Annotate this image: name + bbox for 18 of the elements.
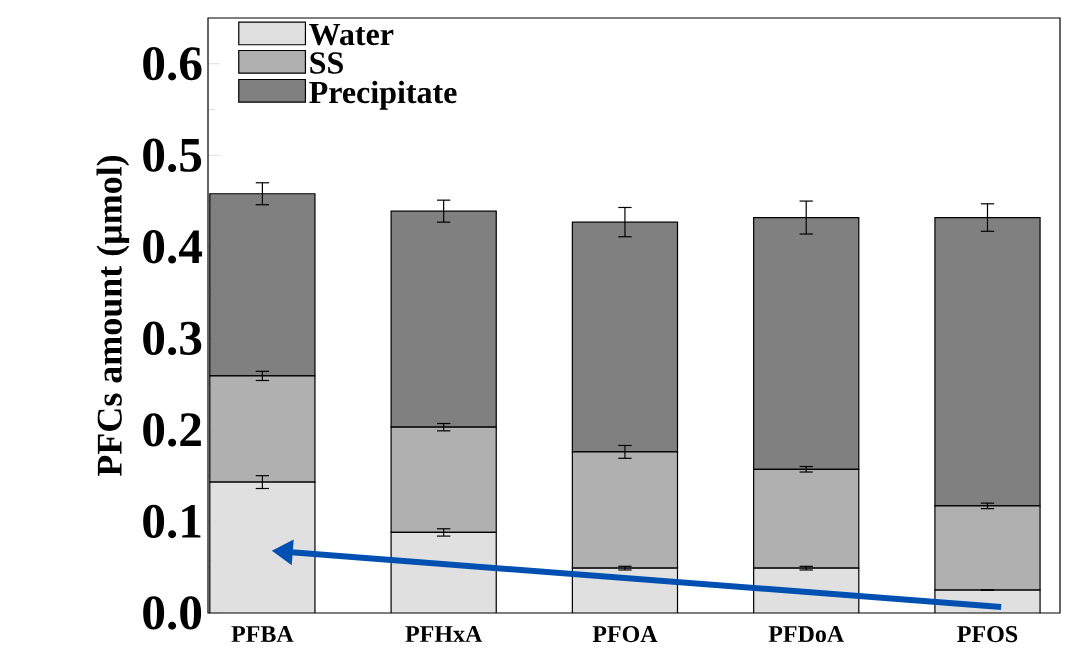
legend-label: SS [310,52,343,74]
legend-label: Water [309,23,394,46]
y-tick-label: 0.4 [143,230,203,264]
y-tick-label: 0.6 [143,47,202,81]
bar [209,481,316,613]
x-tick-label: PFHxA [405,626,483,642]
y-tick-label: 0.5 [143,138,202,173]
y-tick-label: 0.1 [143,504,201,539]
x-tick-label: PFOS [957,626,1018,643]
bar [390,531,497,613]
x-tick-label: PFOA [592,626,658,643]
legend-label: Precipitate [309,80,457,110]
y-tick-label: 0.0 [143,596,202,630]
y-tick-label: 0.3 [143,321,202,356]
x-tick-label: PFBA [231,626,294,642]
x-tick-label: PFDoA [768,626,845,643]
y-tick-label: 0.2 [143,413,201,447]
y-axis-title: PFCs amount (μmol) [96,155,130,477]
